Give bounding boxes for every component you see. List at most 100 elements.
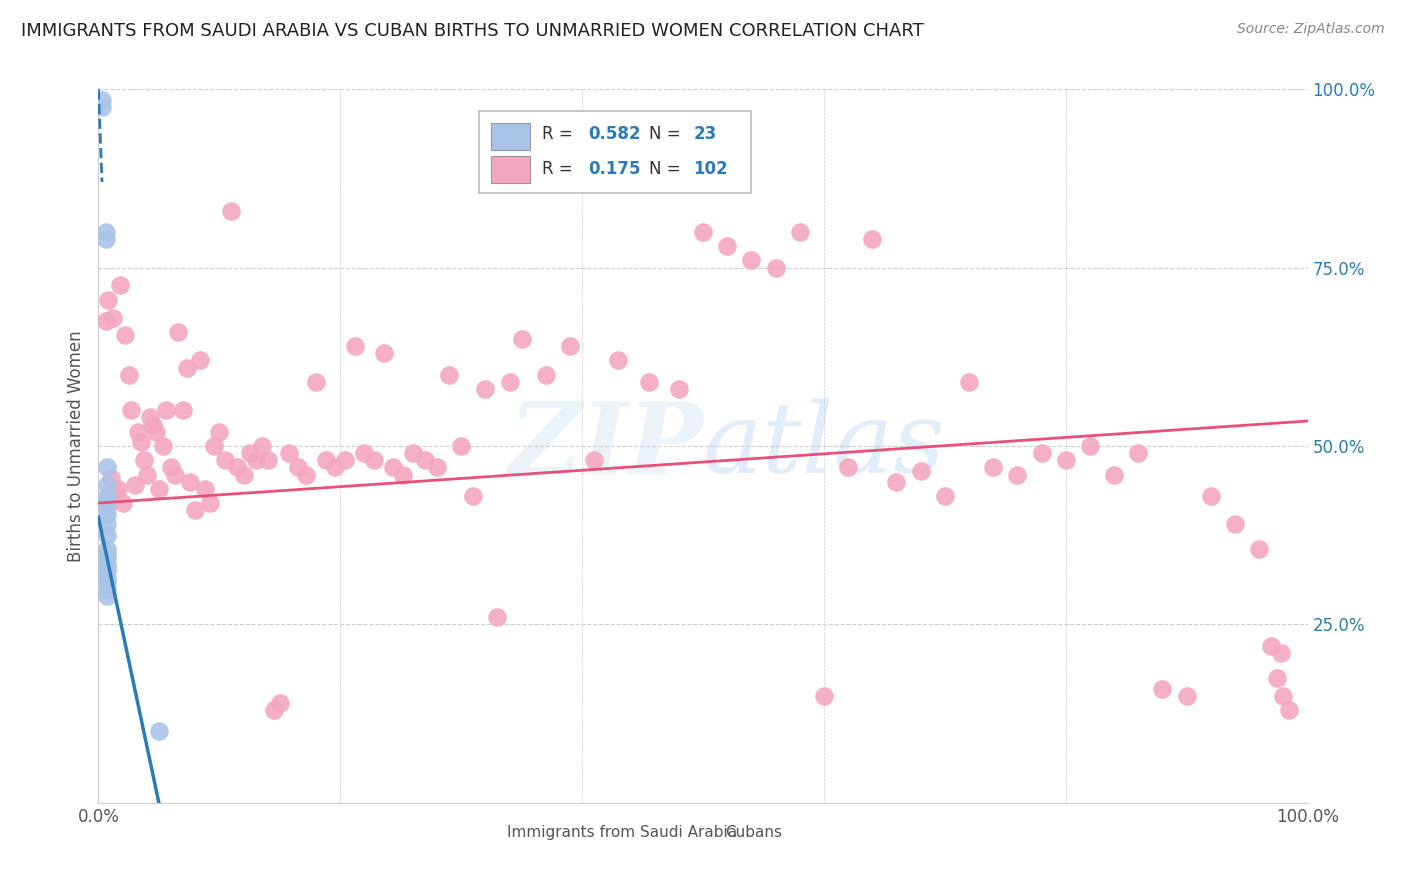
Point: [208, 425, 231, 439]
Point: [108, 278, 131, 293]
Point: [413, 453, 436, 467]
Point: [179, 475, 201, 489]
Point: [486, 610, 509, 624]
Point: [1199, 489, 1222, 503]
Text: ZIP: ZIP: [508, 398, 703, 494]
Point: [534, 368, 557, 382]
Point: [583, 453, 606, 467]
Point: [981, 460, 1004, 475]
Point: [1175, 689, 1198, 703]
Point: [155, 403, 177, 417]
Point: [1128, 446, 1150, 460]
Point: [96, 549, 118, 564]
Text: R =: R =: [543, 161, 578, 178]
Point: [498, 375, 520, 389]
Point: [637, 375, 659, 389]
Point: [789, 225, 811, 239]
Point: [96, 571, 118, 585]
Point: [437, 368, 460, 382]
Point: [1260, 639, 1282, 653]
Point: [1267, 671, 1289, 685]
Point: [96, 542, 118, 557]
Point: [96, 489, 118, 503]
Point: [256, 453, 278, 467]
Point: [152, 439, 174, 453]
Text: N =: N =: [648, 125, 686, 143]
Point: [139, 410, 162, 425]
Point: [148, 482, 170, 496]
Text: IMMIGRANTS FROM SAUDI ARABIA VS CUBAN BIRTHS TO UNMARRIED WOMEN CORRELATION CHAR: IMMIGRANTS FROM SAUDI ARABIA VS CUBAN BI…: [21, 22, 924, 40]
Point: [96, 528, 118, 542]
Point: [450, 439, 472, 453]
Point: [716, 239, 738, 253]
Point: [226, 460, 249, 475]
Point: [96, 500, 118, 514]
Point: [269, 696, 291, 710]
Point: [142, 417, 165, 432]
Point: [363, 453, 385, 467]
FancyBboxPatch shape: [690, 822, 717, 842]
Point: [765, 260, 787, 275]
Text: Source: ZipAtlas.com: Source: ZipAtlas.com: [1237, 22, 1385, 37]
Text: 0.175: 0.175: [588, 161, 641, 178]
Point: [373, 346, 395, 360]
Point: [426, 460, 449, 475]
Text: R =: R =: [543, 125, 578, 143]
Point: [474, 382, 496, 396]
Point: [94, 225, 117, 239]
Point: [837, 460, 859, 475]
Point: [163, 467, 186, 482]
Text: Immigrants from Saudi Arabia: Immigrants from Saudi Arabia: [508, 824, 737, 839]
Point: [957, 375, 980, 389]
Point: [96, 564, 118, 578]
Point: [160, 460, 183, 475]
Point: [194, 482, 217, 496]
Point: [1007, 467, 1029, 482]
Point: [343, 339, 366, 353]
Point: [402, 446, 425, 460]
Point: [100, 471, 122, 485]
Point: [198, 496, 221, 510]
Point: [148, 724, 170, 739]
Point: [111, 496, 134, 510]
Point: [232, 467, 254, 482]
Point: [135, 467, 157, 482]
Point: [96, 507, 118, 521]
Text: Cubans: Cubans: [724, 824, 782, 839]
Text: atlas: atlas: [703, 399, 946, 493]
Point: [886, 475, 908, 489]
Point: [1031, 446, 1053, 460]
Point: [129, 435, 152, 450]
Point: [124, 478, 146, 492]
Point: [96, 582, 118, 596]
Point: [96, 478, 118, 492]
Point: [96, 460, 118, 475]
Point: [740, 253, 762, 268]
Point: [295, 467, 318, 482]
Point: [250, 439, 273, 453]
Point: [1102, 467, 1125, 482]
Point: [1054, 453, 1077, 467]
Point: [94, 314, 117, 328]
Text: 102: 102: [693, 161, 728, 178]
Point: [463, 489, 485, 503]
Point: [305, 375, 328, 389]
Point: [91, 93, 114, 107]
Text: 23: 23: [693, 125, 717, 143]
Point: [97, 293, 120, 307]
Point: [104, 485, 127, 500]
Point: [96, 492, 118, 507]
Point: [692, 225, 714, 239]
FancyBboxPatch shape: [492, 155, 530, 183]
Point: [114, 328, 136, 343]
Point: [107, 482, 129, 496]
Point: [145, 425, 167, 439]
Point: [910, 464, 932, 478]
Point: [263, 703, 285, 717]
Point: [188, 353, 211, 368]
Point: [120, 403, 142, 417]
Point: [96, 574, 118, 589]
Point: [934, 489, 956, 503]
Point: [278, 446, 301, 460]
Point: [813, 689, 835, 703]
